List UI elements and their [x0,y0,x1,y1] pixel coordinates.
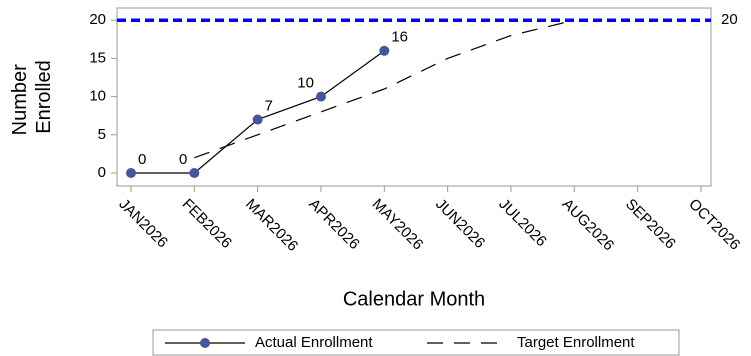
x-tick-label: APR2026 [305,196,362,253]
data-label: 10 [297,75,314,92]
reference-label: 20 [721,11,738,28]
data-label: 0 [179,151,187,168]
x-tick-label: JUN2026 [432,196,488,252]
x-tick-label: MAR2026 [242,196,301,255]
data-point [126,168,136,179]
x-tick-label: SEP2026 [622,196,679,253]
data-label: 16 [391,29,408,46]
y-tick-label: 10 [89,88,106,105]
x-tick-label: FEB2026 [179,196,235,252]
x-tick-label: MAY2026 [369,196,427,254]
data-label: 7 [265,98,273,115]
y-tick-label: 5 [98,126,106,143]
legend-marker [200,338,210,348]
y-tick-label: 20 [89,11,106,28]
y-axis-title-line: Enrolled [33,60,55,133]
data-point [189,168,200,179]
y-tick-label: 0 [98,164,106,181]
x-tick-label: JAN2026 [115,196,171,252]
x-tick-label: OCT2026 [685,196,743,254]
legend [152,329,680,356]
plot-frame [116,7,712,187]
legend-label: Target Enrollment [517,334,635,351]
x-tick-label: AUG2026 [559,196,618,255]
data-point [252,114,263,125]
y-tick-label: 15 [89,49,106,66]
legend-label: Actual Enrollment [255,334,373,351]
data-label: 0 [138,151,146,168]
series-line [194,19,575,159]
y-axis-title-line: Number [9,64,31,135]
x-tick-label: JUL2026 [495,196,549,250]
y-axis-title: Number Enrolled [9,59,55,136]
data-point [379,45,390,56]
data-point [315,91,326,102]
series-line [131,50,385,174]
x-axis-title: Calendar Month [343,288,485,310]
